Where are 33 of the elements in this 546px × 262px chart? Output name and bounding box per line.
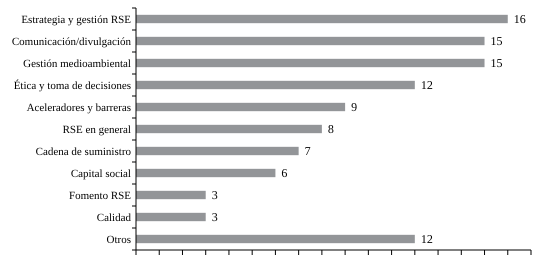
data-label: 8 <box>328 122 334 136</box>
data-label: 12 <box>420 232 433 246</box>
data-label: 3 <box>212 188 218 202</box>
bar <box>136 168 276 178</box>
bar <box>136 212 206 222</box>
data-label: 3 <box>212 210 218 224</box>
bar <box>136 146 299 156</box>
bar <box>136 234 415 244</box>
y-tick-label: Cadena de suministro <box>36 146 132 158</box>
y-tick-label: Gestión medioambiental <box>23 58 131 70</box>
data-label: 9 <box>351 100 358 114</box>
y-tick-label: Capital social <box>70 168 131 180</box>
bar <box>136 102 346 112</box>
bar <box>136 80 415 90</box>
bar <box>136 36 485 46</box>
bar <box>136 190 206 200</box>
data-label: 7 <box>304 144 311 158</box>
data-label: 15 <box>490 56 503 70</box>
y-tick-label: Fomento RSE <box>68 190 132 202</box>
y-tick-label: Ética y toma de decisiones <box>14 79 131 92</box>
data-label: 16 <box>514 12 526 26</box>
bar <box>136 14 508 24</box>
bar <box>136 58 485 68</box>
y-tick-label: RSE en general <box>62 124 131 136</box>
y-tick-label: Aceleradores y barreras <box>26 102 131 114</box>
y-tick-label: Estrategia y gestión RSE <box>21 14 132 26</box>
bar <box>136 124 322 134</box>
y-tick-label: Otros <box>106 234 131 246</box>
data-label: 12 <box>420 78 433 92</box>
data-label: 15 <box>490 34 503 48</box>
data-label: 6 <box>281 166 288 180</box>
y-tick-label: Calidad <box>96 212 132 224</box>
y-tick-label: Comunicación/divulgación <box>12 36 132 48</box>
